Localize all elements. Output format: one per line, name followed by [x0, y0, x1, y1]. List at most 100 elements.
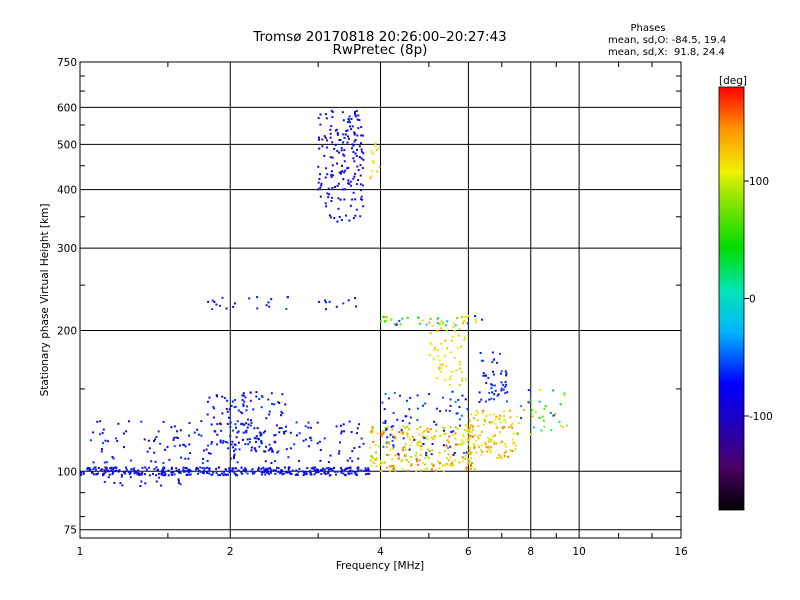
data-point [371, 432, 374, 434]
data-point [480, 359, 483, 362]
data-point [316, 421, 319, 424]
data-point [260, 406, 263, 409]
data-point [437, 322, 439, 325]
data-point [355, 109, 358, 112]
data-point [360, 142, 362, 145]
data-point [518, 422, 520, 424]
data-point [392, 412, 395, 415]
data-point [260, 467, 263, 470]
data-point [308, 471, 311, 474]
data-point [241, 399, 244, 401]
data-point [212, 471, 215, 474]
data-point [481, 318, 484, 321]
data-point [158, 476, 161, 479]
data-point [133, 467, 136, 470]
data-point [424, 402, 427, 405]
data-point [487, 377, 490, 379]
data-point [318, 300, 321, 303]
data-point [140, 480, 143, 483]
data-point [102, 442, 105, 445]
data-point [331, 156, 334, 159]
data-point [284, 430, 287, 433]
data-point [220, 429, 223, 432]
data-point [386, 453, 389, 456]
data-point [199, 466, 202, 469]
data-point [509, 416, 512, 419]
data-point [223, 397, 226, 399]
data-point [261, 395, 264, 398]
data-point [121, 484, 124, 487]
data-point [440, 366, 442, 369]
data-point [382, 431, 385, 434]
data-point [157, 472, 160, 475]
data-point [385, 427, 388, 430]
data-point [208, 472, 211, 475]
data-point [465, 468, 468, 471]
data-point [336, 133, 339, 136]
data-point [336, 149, 339, 152]
data-point [461, 414, 463, 417]
data-point [392, 445, 395, 448]
data-point [396, 418, 399, 421]
data-point [265, 417, 268, 420]
data-point [476, 411, 479, 414]
data-point [224, 468, 227, 471]
data-point [112, 471, 114, 474]
data-point [530, 409, 533, 412]
data-point [270, 462, 273, 464]
data-point [461, 379, 464, 382]
data-point [283, 432, 286, 435]
data-point [216, 433, 219, 436]
grid-lines [80, 62, 681, 538]
data-point [88, 469, 91, 471]
data-point [384, 320, 386, 323]
data-point [401, 317, 404, 320]
data-point [298, 432, 301, 435]
data-point [407, 460, 410, 463]
data-point [354, 473, 357, 476]
data-point [304, 425, 307, 428]
data-point [373, 462, 376, 465]
data-point [427, 456, 430, 459]
data-point [229, 426, 232, 428]
data-point [338, 139, 341, 141]
data-point [393, 391, 396, 394]
data-point [106, 469, 109, 472]
data-point [492, 373, 495, 376]
data-point [492, 440, 495, 443]
data-point [228, 408, 231, 411]
data-point [234, 423, 237, 426]
data-point [417, 441, 420, 444]
data-point [170, 426, 173, 429]
data-point [317, 181, 320, 184]
data-point [447, 447, 449, 449]
data-point [228, 467, 231, 470]
data-point [355, 305, 358, 308]
data-point [462, 435, 465, 438]
data-point [355, 183, 358, 186]
data-point [478, 401, 481, 403]
data-point [341, 170, 344, 173]
data-point [355, 208, 358, 211]
data-point [326, 192, 329, 195]
data-point [284, 403, 287, 406]
data-point [340, 470, 343, 473]
data-point [139, 473, 142, 476]
data-point [338, 171, 341, 174]
data-point [503, 426, 506, 429]
data-point [354, 214, 357, 217]
data-point [514, 444, 517, 447]
data-point [450, 462, 453, 465]
data-point [456, 412, 459, 415]
data-point [368, 472, 371, 475]
data-point [410, 463, 413, 466]
data-point [430, 453, 433, 456]
data-point [374, 458, 377, 461]
data-point [207, 300, 210, 303]
data-point [416, 407, 419, 410]
data-point [485, 446, 488, 448]
data-point [99, 433, 102, 436]
data-point [269, 467, 272, 470]
colorbar [718, 86, 745, 511]
data-point [310, 473, 313, 476]
